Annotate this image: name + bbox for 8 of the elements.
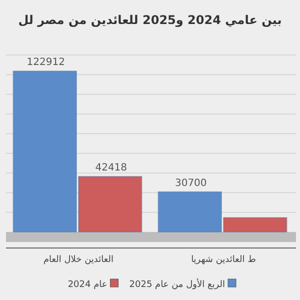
data-label: 42418 (95, 162, 128, 174)
x-tick-label: العائدين خلال العام (43, 255, 114, 265)
legend-label: الربع الأول من عام 2025 (129, 278, 225, 290)
data-label: 30700 (174, 178, 207, 189)
data-label: 122912 (26, 57, 65, 68)
x-tick-label: ط العائدين شهريا (191, 255, 256, 265)
chart-title: بين عامي 2024 و2025 للعائدين من مصر لل (18, 13, 282, 27)
legend-label: عام 2024 (68, 280, 108, 290)
